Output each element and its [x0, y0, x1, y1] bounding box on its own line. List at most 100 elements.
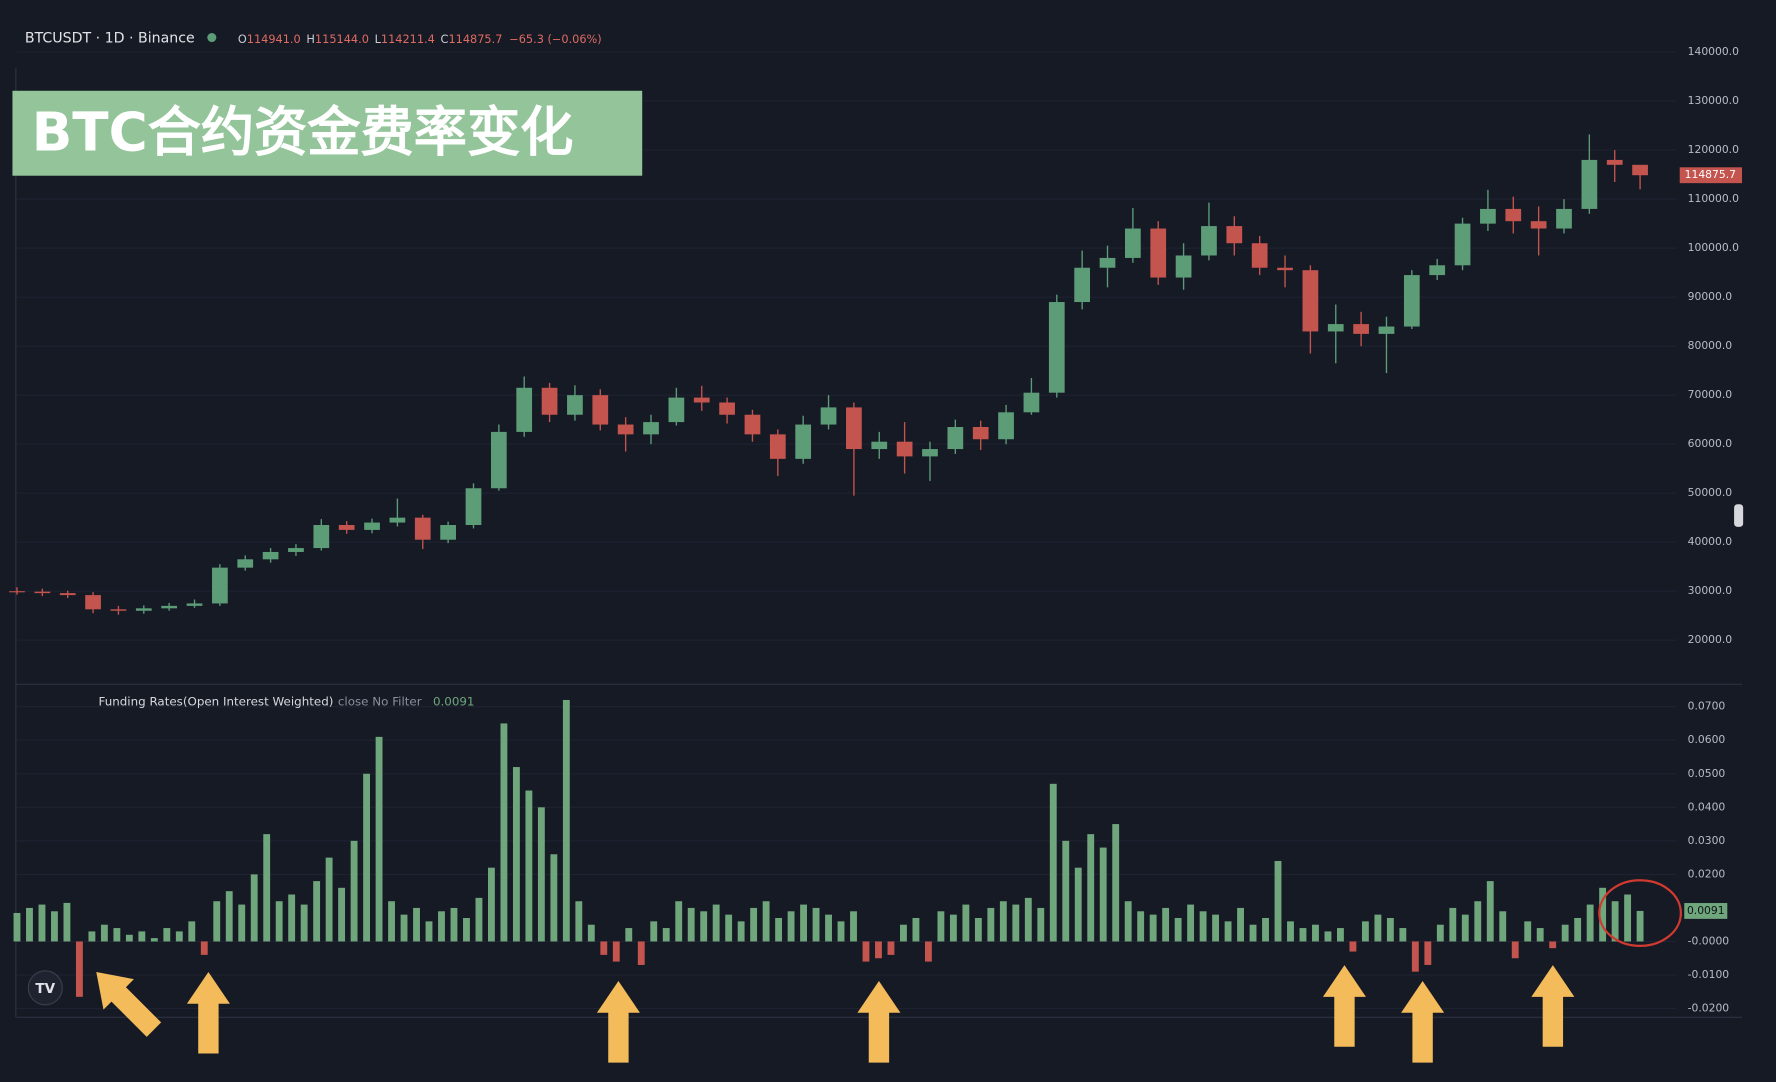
funding-bar	[1399, 928, 1407, 942]
candle-body	[972, 426, 989, 440]
funding-bar	[1536, 928, 1544, 942]
last-price-box	[1679, 167, 1743, 184]
funding-bar	[1024, 897, 1032, 942]
logo	[27, 970, 63, 1006]
y-tick-label: 80000.0	[1688, 339, 1733, 352]
candle-body	[567, 395, 583, 415]
funding-bar	[51, 911, 58, 942]
candle-body	[490, 431, 507, 489]
funding-bar	[138, 931, 146, 942]
funding-bar	[662, 928, 670, 942]
y-tick-label: -0.0100	[1688, 968, 1730, 981]
funding-bar	[300, 904, 308, 942]
y-tick-label: 0.0300	[1688, 834, 1726, 847]
candle-body	[110, 609, 127, 611]
y-tick-label: 0.0700	[1688, 700, 1726, 713]
funding-bar	[625, 928, 633, 942]
funding-bar	[438, 911, 445, 942]
funding-bar	[63, 902, 71, 942]
y-tick-label: 0.0500	[1688, 767, 1726, 780]
funding-bar	[1049, 783, 1057, 942]
y-tick-label: -0.0000	[1688, 934, 1730, 947]
y-tick-label: -0.0200	[1688, 1002, 1730, 1015]
banner-bg	[12, 90, 643, 176]
grid: 20000.0 30000.0 40000.0 50000.0 60000.0 70000…	[16, 45, 1739, 1015]
funding-bar	[200, 941, 208, 955]
funding-bar	[1312, 924, 1319, 942]
y-tick-label: 0.0400	[1688, 800, 1726, 813]
funding-bar	[1337, 928, 1344, 942]
candle-body	[237, 559, 254, 568]
candle-body	[1378, 326, 1395, 334]
funding-bar	[700, 911, 708, 942]
candle-body	[1048, 302, 1065, 393]
funding-bar	[850, 911, 857, 942]
y-tick-label: 90000.0	[1688, 290, 1733, 303]
funding-bar	[512, 767, 520, 942]
funding-bar	[338, 887, 346, 942]
y-tick-label: 70000.0	[1688, 388, 1733, 401]
y-tick-label: 130000.0	[1688, 94, 1739, 107]
y-tick-label: 40000.0	[1688, 535, 1733, 548]
funding-bar	[1274, 860, 1282, 942]
candle-body	[896, 441, 913, 457]
funding-bar	[400, 914, 408, 942]
funding-bar	[313, 881, 321, 942]
funding-bar	[974, 917, 982, 942]
scroll-handle[interactable]	[1734, 504, 1744, 527]
funding-bar	[1174, 917, 1182, 942]
candle-body	[1226, 226, 1243, 244]
funding-bar	[937, 911, 945, 942]
candle-body	[389, 517, 406, 523]
candle-body	[1251, 243, 1268, 268]
funding-bar	[1561, 924, 1569, 942]
candle-body	[668, 397, 685, 423]
funding-bar	[1499, 911, 1507, 942]
funding-bar	[213, 901, 221, 942]
candle-body	[1530, 221, 1547, 229]
candle-body	[135, 608, 152, 611]
funding-bar	[1187, 904, 1195, 942]
funding-bar	[787, 911, 795, 942]
funding-bar	[75, 941, 83, 997]
funding-bar	[1124, 901, 1132, 942]
funding-bar	[26, 907, 33, 942]
y-tick-label: 20000.0	[1688, 633, 1733, 646]
funding-bar	[1574, 917, 1582, 942]
funding-bar	[288, 894, 296, 942]
highlight-circle	[1598, 879, 1682, 948]
funding-bar	[962, 904, 970, 942]
funding-bar	[775, 917, 783, 942]
candle-body	[1327, 324, 1344, 332]
candle-body	[693, 397, 710, 403]
candle-body	[288, 548, 304, 552]
ohlc-key: L	[375, 32, 382, 46]
y-tick-label: 0.0600	[1688, 733, 1726, 746]
funding-bar	[1424, 941, 1432, 965]
funding-bar	[725, 914, 733, 942]
ohlc: O114941.0 H115144.0 L114211.4 C114875.7 −65.…	[238, 32, 602, 46]
funding-bar	[1224, 921, 1232, 942]
candle-body	[1556, 208, 1572, 229]
candle-body	[1606, 159, 1623, 165]
ohlc-value: 115144.0	[315, 32, 369, 46]
symbol: BTCUSDT · 1D · Binance	[25, 31, 195, 47]
funding-bar	[762, 901, 770, 942]
funding-bar	[1636, 910, 1644, 942]
y-tick-label: 120000.0	[1688, 143, 1739, 156]
candle-body	[440, 525, 456, 540]
funding-bar	[1249, 924, 1257, 942]
funding-bar	[525, 790, 533, 942]
candle-body	[947, 426, 964, 450]
funding-bar	[1262, 917, 1269, 942]
last-value-box	[1684, 903, 1728, 919]
funding-bar	[175, 931, 183, 942]
candle-body	[516, 387, 533, 432]
candle-body	[1480, 208, 1496, 224]
candle-body	[1023, 392, 1040, 413]
candle-body	[59, 593, 76, 596]
candle-body	[338, 525, 355, 530]
funding-bar	[150, 938, 158, 942]
candle-body	[541, 387, 558, 415]
funding-bar	[225, 891, 233, 942]
